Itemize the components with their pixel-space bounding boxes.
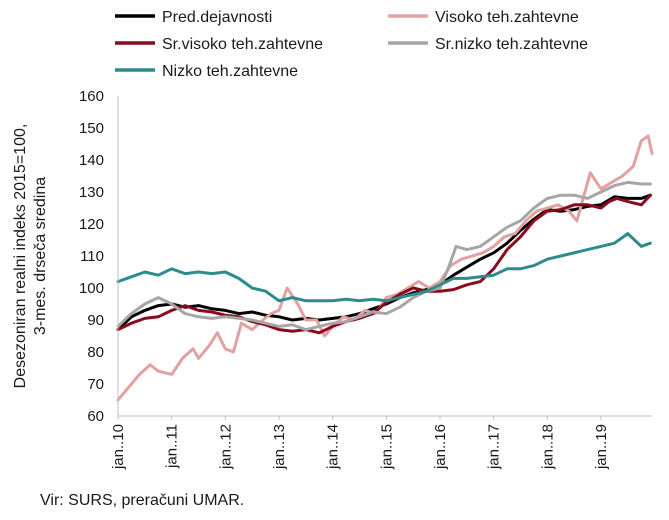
x-tick-label: jan..18 [539, 424, 556, 470]
x-tick-label: jan..16 [432, 424, 449, 470]
plot-lines [116, 134, 654, 402]
source-note: Vir: SURS, preračuni UMAR. [40, 492, 245, 509]
y-tick-label: 130 [79, 184, 104, 201]
y-tick-label: 120 [79, 216, 104, 233]
x-tick-label: jan..19 [593, 424, 610, 470]
y-tick-label: 140 [79, 152, 104, 169]
x-tick-label: jan..11 [164, 424, 181, 469]
y-tick-label: 90 [87, 312, 104, 329]
legend-label: Visoko teh.zahtevne [435, 9, 579, 26]
x-tick-label: jan..12 [217, 424, 234, 470]
y-tick-label: 60 [87, 408, 104, 425]
x-tick-label: jan..14 [325, 424, 342, 470]
y-axis-title-line-2: 3-mes. drseča sredina [32, 177, 49, 335]
x-tick-label: jan..13 [271, 424, 288, 470]
y-tick-label: 160 [79, 88, 104, 105]
y-tick-label: 80 [87, 344, 104, 361]
x-tick-label: jan..10 [110, 424, 127, 470]
x-tick-label: jan..17 [486, 424, 503, 470]
series-line [116, 232, 652, 303]
y-axis-title-line-1: Desezoniran realni indeks 2015=100, [12, 124, 29, 389]
series-line [116, 134, 654, 402]
x-axis: jan..10 jan..11 jan..12 jan..13 jan..14 jan..… [110, 416, 610, 470]
y-tick-label: 110 [80, 248, 104, 265]
legend-label: Nizko teh.zahtevne [162, 63, 298, 80]
x-tick-label: jan..15 [378, 424, 395, 470]
y-tick-label: 70 [87, 376, 104, 393]
legend-label: Pred.dejavnosti [162, 9, 272, 26]
y-tick-label: 150 [79, 120, 104, 137]
legend-label: Sr.visoko teh.zahtevne [162, 36, 323, 53]
legend-label: Sr.nizko teh.zahtevne [435, 36, 588, 53]
legend: Pred.dejavnosti Visoko teh.zahtevne Sr.vis… [115, 9, 588, 80]
y-axis-title: Desezoniran realni indeks 2015=100, 3-me… [12, 124, 49, 389]
y-tick-label: 100 [79, 280, 104, 297]
series-line [116, 180, 652, 332]
y-axis: 60 70 80 90 100 110 120 130 140 150 160 [79, 88, 104, 425]
